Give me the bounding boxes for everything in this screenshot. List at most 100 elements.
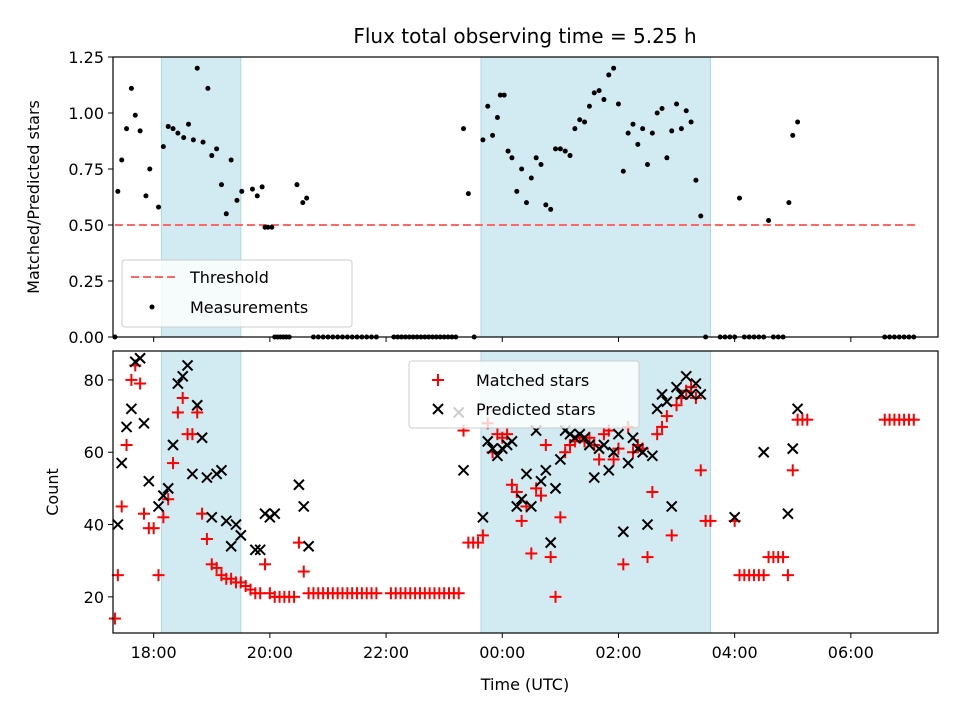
measurement-point [611,65,617,71]
measurement-point [147,166,153,172]
predicted-star-marker [670,381,683,393]
y-tick-label: 80 [84,371,104,390]
predicted-star-marker [491,450,504,462]
predicted-star-marker-b [116,457,128,469]
predicted-star-marker-b [690,377,702,390]
measurement-point [567,153,573,159]
predicted-star-marker-b [225,540,237,552]
predicted-star-marker [511,500,523,513]
predicted-star-marker-b [535,475,547,487]
measurement-point [228,157,234,163]
predicted-star-marker-b [125,403,138,415]
predicted-star-marker-b [506,435,518,448]
predicted-star-marker [138,417,150,430]
predicted-star-marker-b [477,511,489,524]
predicted-star-marker [143,475,155,487]
predicted-star-marker [583,439,596,451]
measurement-point [654,110,660,116]
predicted-star-marker [544,536,557,549]
predicted-star-marker [612,428,625,440]
predicted-star-marker-b [549,482,562,495]
predicted-star-marker [220,515,232,527]
matched-star-marker [259,558,272,571]
measurement-point [304,195,310,201]
predicted-star-marker-b [515,493,528,505]
measurement-point [640,126,646,132]
measurement-point [494,114,500,120]
matched-star-marker [786,464,799,477]
predicted-star-marker [215,464,228,477]
measurement-point [239,188,245,194]
predicted-star-marker [525,500,538,513]
predicted-star-marker-b [249,544,262,556]
matched-star-marker [549,590,562,603]
predicted-star-marker-b [641,518,654,531]
measurement-point [501,92,507,98]
measurement-point [490,132,496,138]
predicted-star-marker-b [661,395,673,408]
predicted-star-marker-b [651,403,663,415]
predicted-star-marker-b [622,457,634,469]
predicted-star-marker-b [298,500,310,513]
measurement-point [200,139,206,145]
matched-star-marker [476,529,489,542]
measurement-point [119,157,125,163]
measurement-point [543,202,549,208]
predicted-star-marker [578,432,591,444]
measurement-point [300,200,306,206]
predicted-star-marker-b [612,428,625,440]
predicted-star-marker [235,529,247,542]
measurement-point [514,188,520,194]
predicted-star-marker-b [196,432,208,444]
predicted-star-markers [112,352,804,556]
measurement-point [577,117,583,123]
predicted-star-marker-b [554,453,567,466]
predicted-star-marker-b [617,526,630,538]
predicted-star-marker-b [120,421,133,433]
measurement-point [465,191,471,197]
legend-matched-label: Matched stars [476,371,589,390]
measurement-point [736,195,742,201]
measurement-point [181,135,187,141]
predicted-star-marker-b [157,489,170,502]
predicted-star-marker-b [540,464,552,477]
matched-star-marker [656,420,669,433]
top-legend-box [121,259,353,328]
y-tick-label: 1.25 [68,48,104,67]
matched-star-marker [501,428,514,441]
predicted-star-marker [152,500,165,513]
measurement-point [586,103,592,109]
matched-star-marker [200,533,213,545]
matched-star-markers [108,359,920,625]
predicted-star-marker [651,403,663,415]
predicted-star-marker [457,464,470,477]
panel-bottom-frame [112,350,939,634]
matched-star-marker [147,522,160,535]
predicted-star-marker-b [782,507,794,520]
predicted-star-marker-b [186,468,199,480]
predicted-star-marker-b [525,500,538,513]
predicted-star-marker [506,435,518,448]
measurement-point [790,132,796,138]
predicted-star-marker-b [143,475,155,487]
predicted-star-marker [656,388,668,401]
matched-star-marker [472,536,485,549]
predicted-star-marker-b [177,370,189,383]
predicted-star-marker [791,403,804,415]
predicted-star-marker [617,526,630,538]
predicted-star-marker-b [235,529,247,542]
matched-star-marker [115,500,128,513]
predicted-star-marker [269,507,281,520]
predicted-star-marker [685,388,697,401]
predicted-star-marker-b [695,388,707,401]
matched-star-marker [120,439,133,451]
predicted-star-marker-b [134,352,146,364]
measurement-point [630,121,636,127]
x-tick-label: 02:00 [595,643,641,662]
measurement-point [194,65,200,71]
bottom-legend: Matched stars Predicted stars [408,360,640,429]
measurement-point [265,224,271,230]
chart-title: Flux total observing time = 5.25 h [353,24,696,48]
predicted-star-marker [554,453,567,466]
